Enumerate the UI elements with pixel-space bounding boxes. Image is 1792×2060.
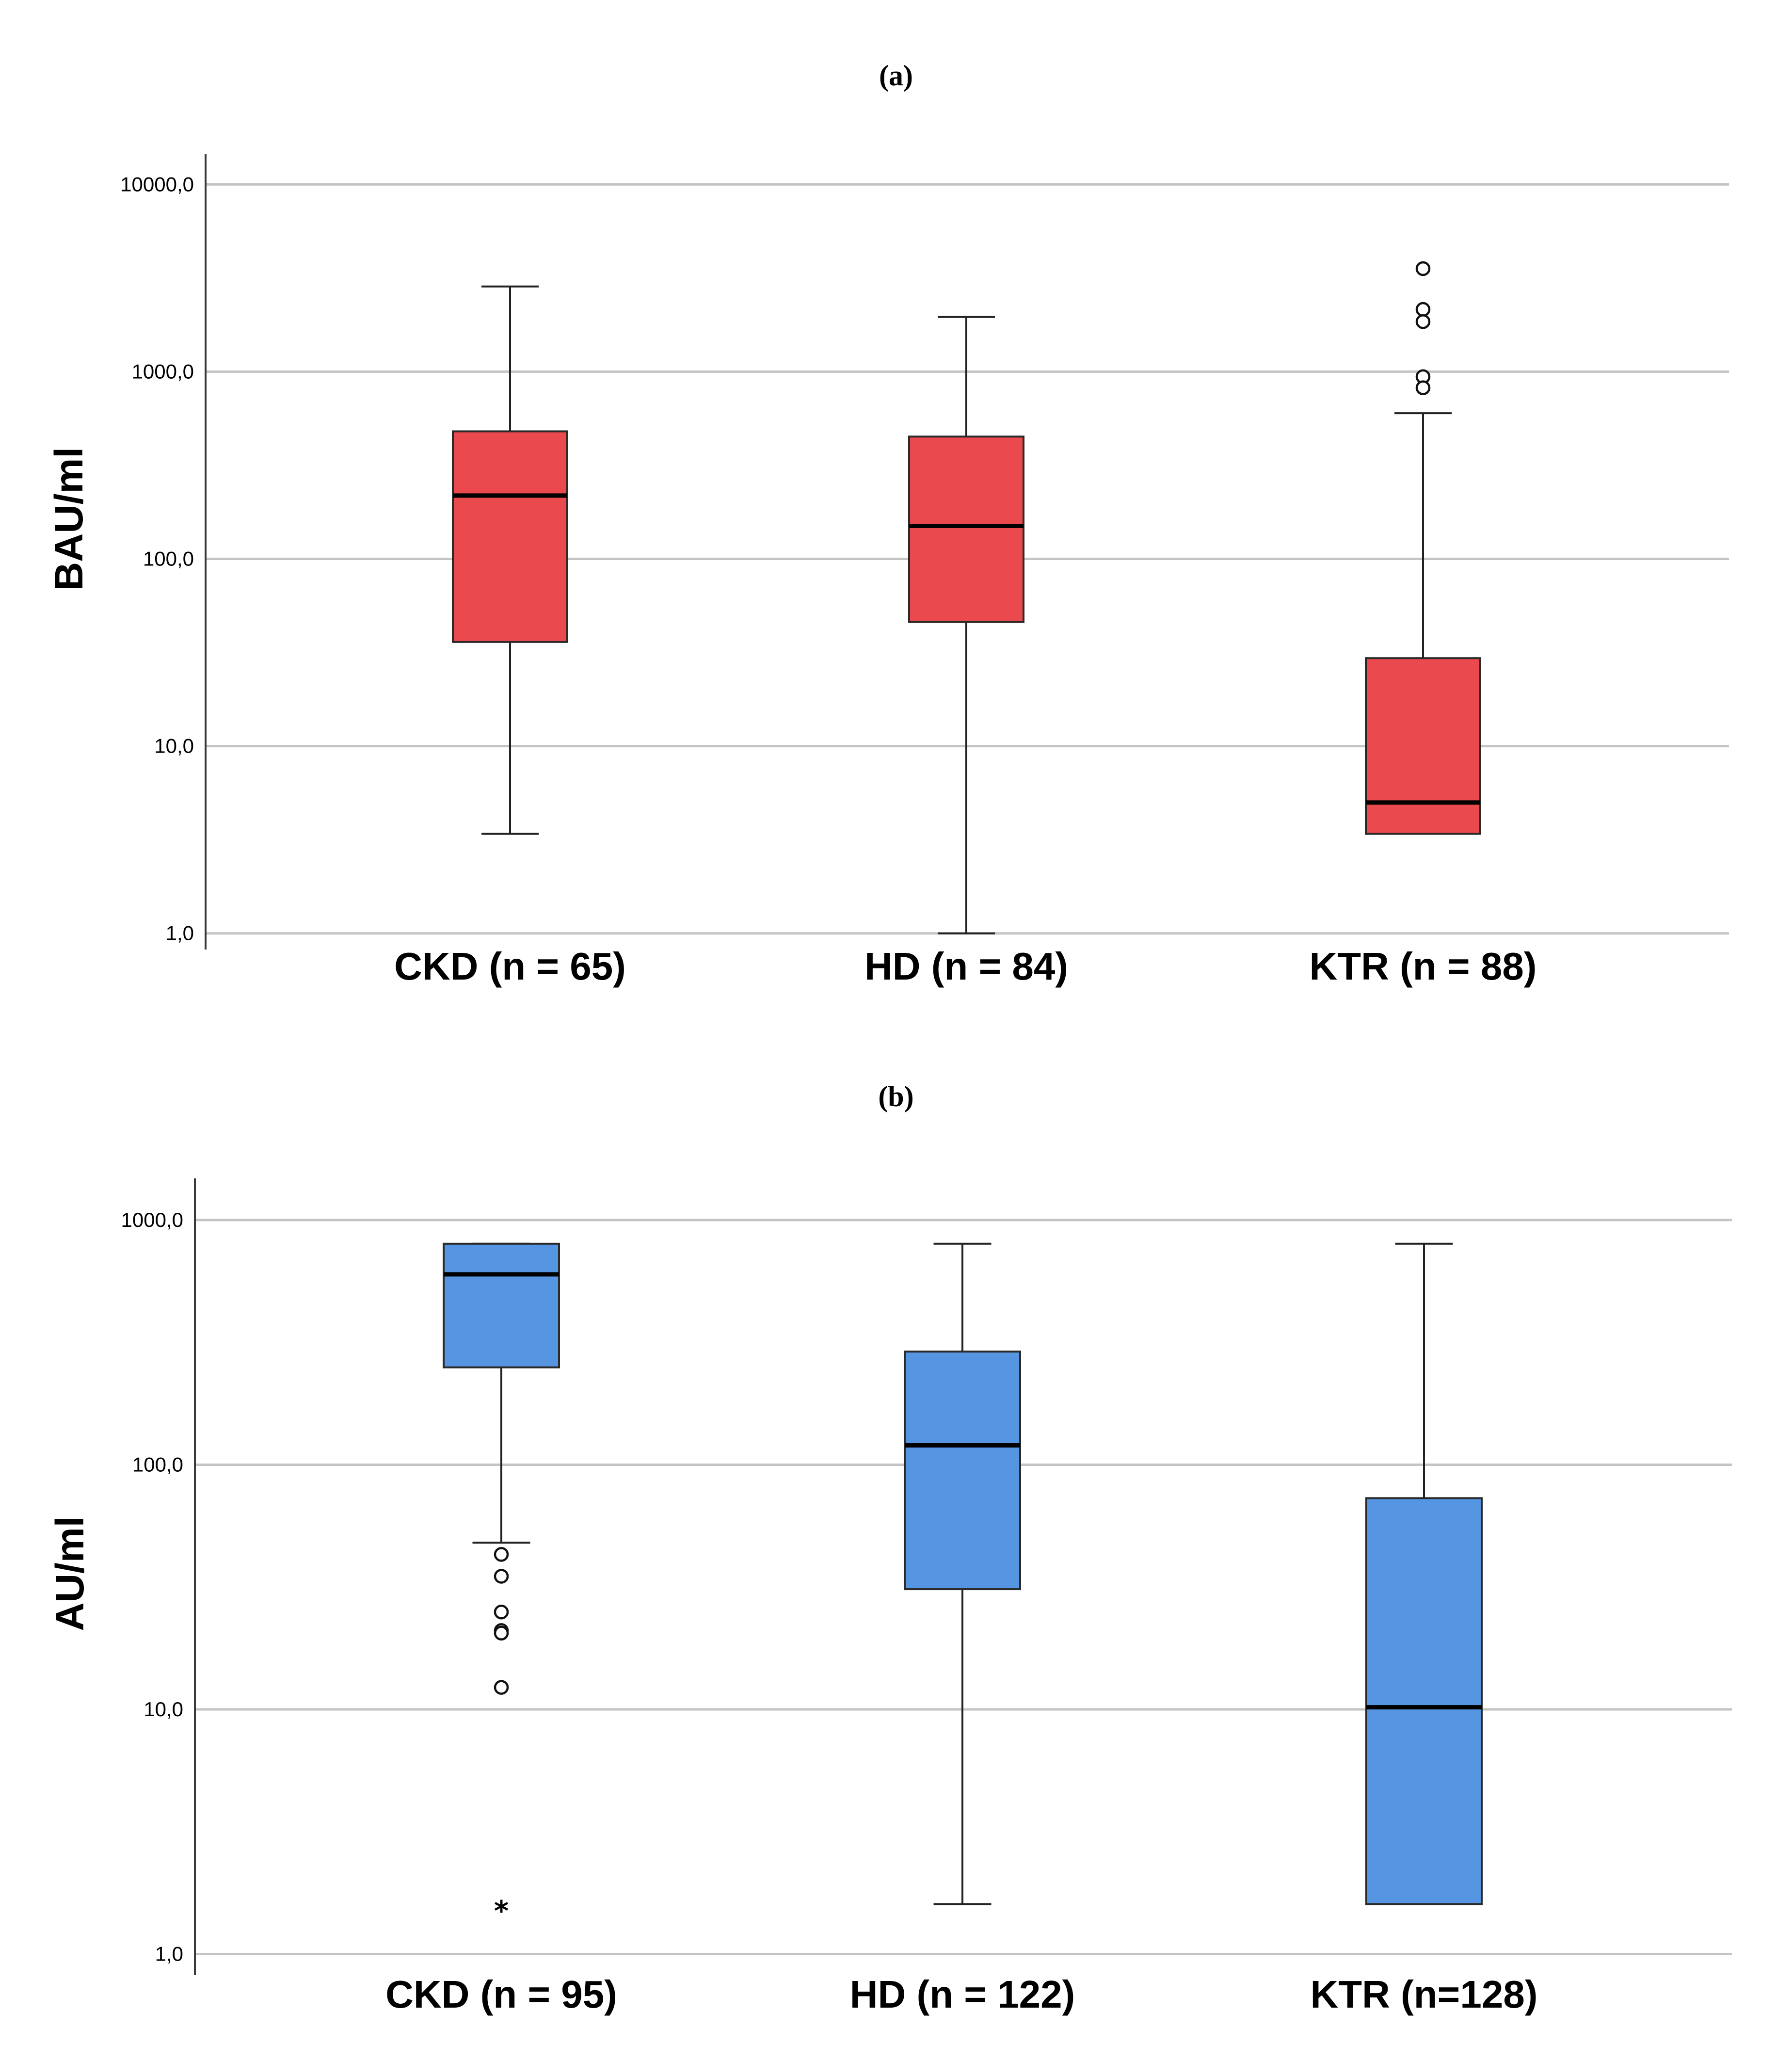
y-tick-label: 10,0	[144, 1698, 183, 1721]
outlier-point	[1415, 380, 1431, 395]
panel-a-y-axis-label: BAU/ml	[47, 447, 91, 591]
y-tick-label: 1000,0	[121, 1208, 183, 1231]
y-tick-label: 10000,0	[120, 173, 194, 195]
panel-a: (a) BAU/ml 1,0 10,0 100,0 1000,0 10000,0 CKD…	[47, 60, 1729, 988]
panel-b-label: (b)	[878, 1080, 913, 1112]
iqr-box	[904, 1351, 1021, 1591]
outlier-point	[494, 1569, 509, 1584]
panel-b: (b) AU/ml 1,0 10,0 100,0 1000,0 * CKD (n = …	[48, 1080, 1732, 2016]
panel-b-y-ticks: 1,0 10,0 100,0 1000,0	[121, 1208, 183, 1965]
y-tick-label: 10,0	[154, 735, 194, 757]
y-tick-label: 1000,0	[132, 360, 194, 383]
box-group	[452, 285, 568, 835]
y-tick-label: 1,0	[155, 1943, 183, 1965]
x-tick-label: CKD (n = 65)	[394, 945, 626, 988]
iqr-box	[452, 430, 568, 643]
y-tick-label: 1,0	[166, 922, 194, 945]
outlier-point	[1415, 314, 1431, 329]
x-tick-label: KTR (n = 88)	[1310, 945, 1537, 988]
panel-a-boxes	[452, 261, 1481, 934]
panel-a-y-ticks: 1,0 10,0 100,0 1000,0 10000,0	[120, 173, 194, 944]
panel-a-label: (a)	[879, 60, 913, 92]
x-tick-label: HD (n = 122)	[850, 1973, 1075, 2016]
panel-b-y-axis-label: AU/ml	[48, 1516, 92, 1631]
iqr-box	[443, 1242, 560, 1368]
outlier-point	[494, 1547, 509, 1562]
box-group	[1365, 261, 1481, 835]
box-group: *	[443, 1242, 560, 1928]
outlier-point	[1415, 302, 1431, 317]
iqr-box	[908, 435, 1024, 623]
box-group	[908, 316, 1024, 934]
box-group	[1365, 1242, 1483, 1905]
iqr-box	[1365, 657, 1481, 835]
panel-b-boxes: *	[443, 1242, 1483, 1928]
box-group	[904, 1242, 1021, 1905]
panel-b-x-ticks: CKD (n = 95) HD (n = 122) KTR (n=128)	[385, 1973, 1537, 2016]
panel-a-x-ticks: CKD (n = 65) HD (n = 84) KTR (n = 88)	[394, 945, 1536, 988]
y-tick-label: 100,0	[143, 547, 194, 570]
outlier-point	[1415, 261, 1431, 276]
y-tick-label: 100,0	[132, 1453, 183, 1476]
outlier-point	[494, 1680, 509, 1695]
outlier-point	[494, 1625, 509, 1641]
outlier-point	[494, 1604, 509, 1620]
x-tick-label: CKD (n = 95)	[385, 1973, 617, 2016]
x-tick-label: KTR (n=128)	[1311, 1973, 1538, 2016]
extreme-point: *	[494, 1895, 509, 1928]
iqr-box	[1365, 1497, 1483, 1905]
x-tick-label: HD (n = 84)	[864, 945, 1068, 988]
